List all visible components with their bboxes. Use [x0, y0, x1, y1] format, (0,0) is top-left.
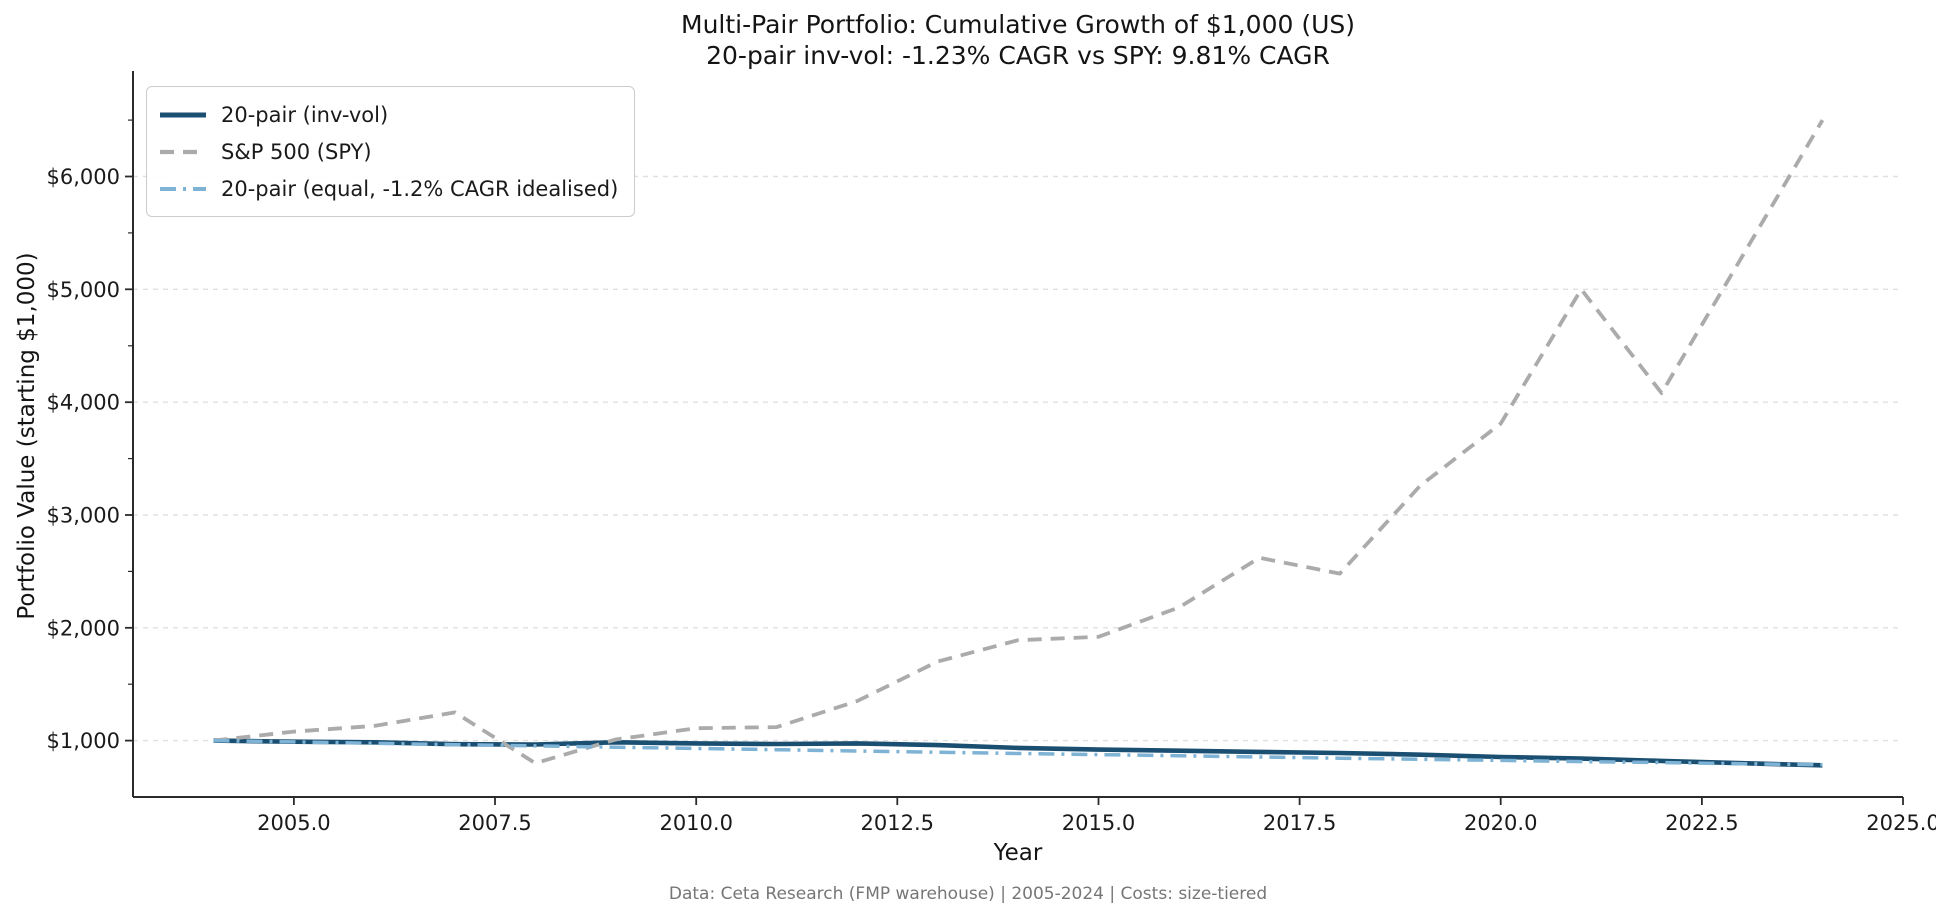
legend-label: 20-pair (inv-vol)	[221, 102, 389, 127]
x-tick-label: 2015.0	[1062, 811, 1135, 835]
series-line-1	[213, 119, 1825, 766]
legend-item: S&P 500 (SPY)	[159, 133, 618, 170]
x-tick-label: 2020.0	[1464, 811, 1537, 835]
x-tick-label: 2010.0	[659, 811, 732, 835]
x-tick-label: 2025.0	[1866, 811, 1936, 835]
y-tick-label: $2,000	[47, 616, 120, 640]
x-tick-label: 2007.5	[458, 811, 531, 835]
x-tick-label: 2017.5	[1263, 811, 1336, 835]
chart-title-block: Multi-Pair Portfolio: Cumulative Growth …	[133, 9, 1903, 71]
y-tick-label: $1,000	[47, 729, 120, 753]
x-tick-label: 2012.5	[861, 811, 934, 835]
data-source-caption: Data: Ceta Research (FMP warehouse) | 20…	[668, 884, 1268, 904]
x-axis-label: Year	[993, 840, 1043, 866]
y-tick-label: $6,000	[47, 165, 120, 189]
x-tick-label: 2005.0	[257, 811, 330, 835]
y-tick-label: $5,000	[47, 278, 120, 302]
legend-line-swatch	[160, 111, 206, 118]
legend-line-swatch	[160, 149, 206, 154]
y-tick-label: $4,000	[47, 391, 120, 415]
y-tick-label: $3,000	[47, 504, 120, 528]
legend-label: 20-pair (equal, -1.2% CAGR idealised)	[221, 176, 619, 201]
legend-item: 20-pair (equal, -1.2% CAGR idealised)	[159, 170, 618, 207]
chart-subtitle: 20-pair inv-vol: -1.23% CAGR vs SPY: 9.8…	[706, 41, 1330, 70]
chart-title: Multi-Pair Portfolio: Cumulative Growth …	[681, 10, 1355, 39]
y-axis-label: Portfolio Value (starting $1,000)	[14, 252, 40, 620]
legend: 20-pair (inv-vol) S&P 500 (SPY) 20-pair (e…	[146, 86, 636, 217]
legend-line-swatch	[160, 186, 206, 191]
legend-label: S&P 500 (SPY)	[221, 139, 372, 164]
series-line-2	[213, 738, 1823, 767]
x-tick-label: 2022.5	[1665, 811, 1738, 835]
legend-item: 20-pair (inv-vol)	[159, 96, 618, 133]
